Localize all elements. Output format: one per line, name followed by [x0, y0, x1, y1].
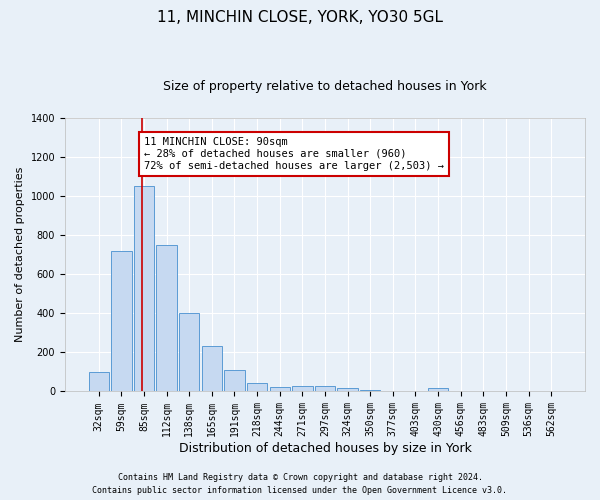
Y-axis label: Number of detached properties: Number of detached properties: [15, 167, 25, 342]
Bar: [157, 245, 177, 392]
Bar: [202, 346, 222, 392]
Bar: [292, 386, 313, 392]
Title: Size of property relative to detached houses in York: Size of property relative to detached ho…: [163, 80, 487, 93]
Text: 11 MINCHIN CLOSE: 90sqm
← 28% of detached houses are smaller (960)
72% of semi-d: 11 MINCHIN CLOSE: 90sqm ← 28% of detache…: [144, 138, 444, 170]
Bar: [134, 186, 154, 392]
Bar: [111, 250, 131, 392]
Bar: [428, 388, 448, 392]
Bar: [337, 388, 358, 392]
Bar: [247, 382, 267, 392]
Bar: [224, 370, 245, 392]
Bar: [179, 314, 199, 392]
Bar: [315, 386, 335, 392]
Bar: [269, 386, 290, 392]
Text: 11, MINCHIN CLOSE, YORK, YO30 5GL: 11, MINCHIN CLOSE, YORK, YO30 5GL: [157, 10, 443, 25]
Bar: [360, 390, 380, 392]
Text: Contains HM Land Registry data © Crown copyright and database right 2024.
Contai: Contains HM Land Registry data © Crown c…: [92, 474, 508, 495]
Bar: [89, 372, 109, 392]
X-axis label: Distribution of detached houses by size in York: Distribution of detached houses by size …: [179, 442, 472, 455]
